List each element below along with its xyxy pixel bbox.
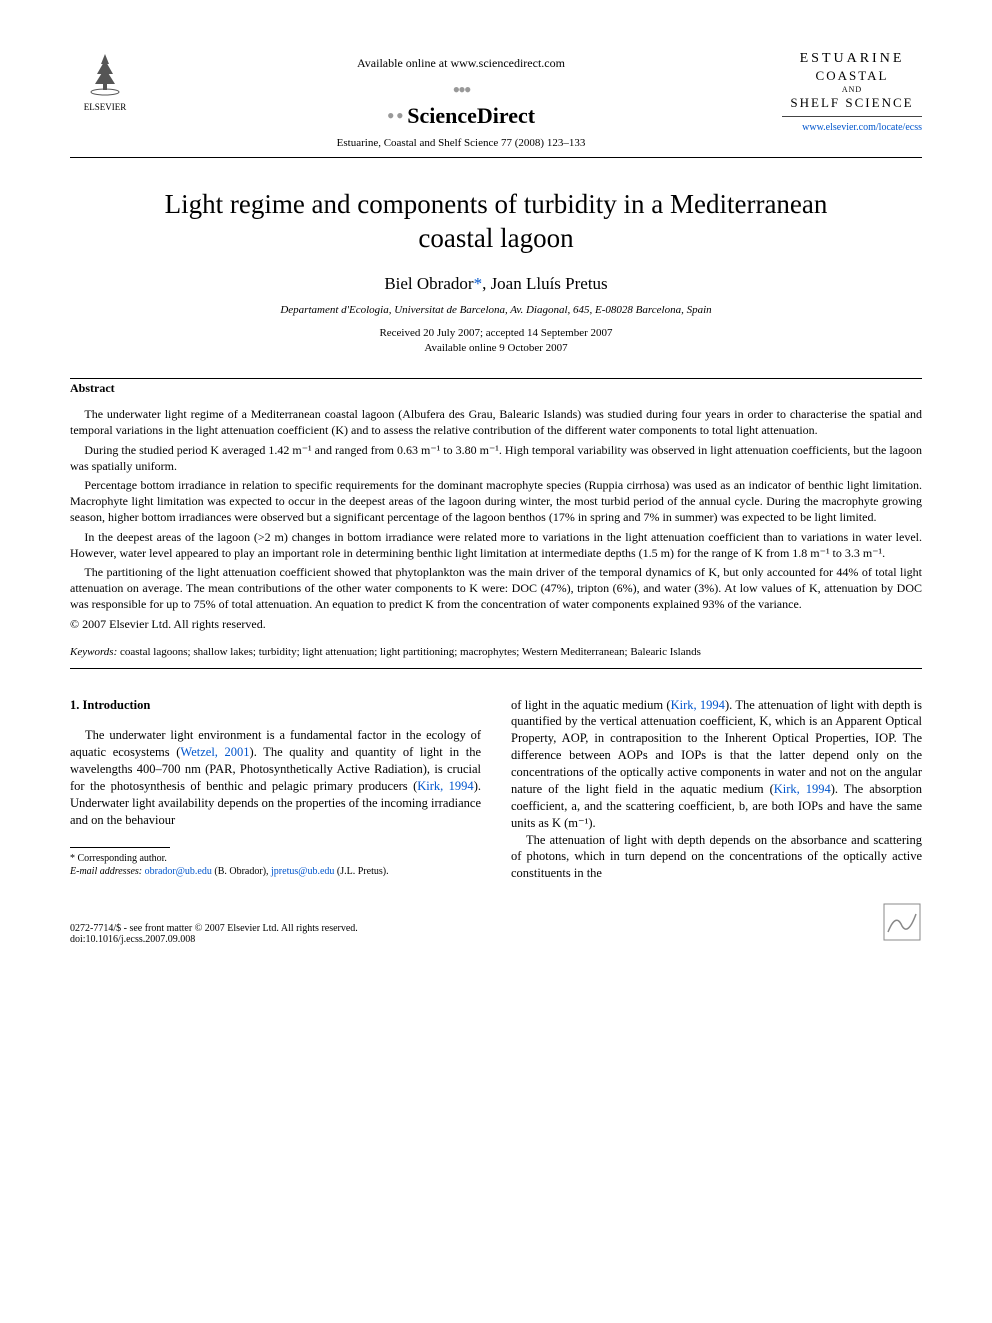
available-date: Available online 9 October 2007 bbox=[70, 341, 922, 356]
abstract-p2: During the studied period K averaged 1.4… bbox=[70, 442, 922, 474]
citation-link[interactable]: Kirk, 1994 bbox=[774, 782, 831, 796]
header-rule bbox=[70, 157, 922, 158]
email-link[interactable]: jpretus@ub.edu bbox=[271, 866, 334, 877]
email-name: (B. Obrador), bbox=[212, 866, 271, 877]
corresponding-author: * Corresponding author. bbox=[70, 852, 481, 866]
platform-name: ScienceDirect bbox=[407, 103, 535, 128]
abstract-p4: In the deepest areas of the lagoon (>2 m… bbox=[70, 529, 922, 561]
abstract-p5: The partitioning of the light attenuatio… bbox=[70, 564, 922, 613]
keywords: Keywords: coastal lagoons; shallow lakes… bbox=[70, 646, 922, 658]
journal-title-and: AND bbox=[782, 85, 922, 95]
body-columns: 1. Introduction The underwater light env… bbox=[70, 697, 922, 883]
journal-title-1: ESTUARINE bbox=[782, 50, 922, 68]
email-name: (J.L. Pretus). bbox=[334, 866, 388, 877]
citation-link[interactable]: Wetzel, 2001 bbox=[180, 745, 249, 759]
journal-reference: Estuarine, Coastal and Shelf Science 77 … bbox=[140, 137, 782, 149]
doi-text: doi:10.1016/j.ecss.2007.09.008 bbox=[70, 934, 358, 945]
header: ELSEVIER Available online at www.science… bbox=[70, 50, 922, 149]
email-link[interactable]: obrador@ub.edu bbox=[145, 866, 212, 877]
page-container: ELSEVIER Available online at www.science… bbox=[0, 0, 992, 985]
elsevier-tree-icon bbox=[70, 50, 140, 102]
available-online-text: Available online at www.sciencedirect.co… bbox=[140, 56, 782, 71]
article-title: Light regime and components of turbidity… bbox=[150, 188, 842, 256]
sciencedirect-logo: •••• • ScienceDirect bbox=[140, 77, 782, 129]
footnote: * Corresponding author. E-mail addresses… bbox=[70, 852, 481, 879]
publisher-name: ELSEVIER bbox=[70, 102, 140, 112]
journal-url-link[interactable]: www.elsevier.com/locate/ecss bbox=[782, 121, 922, 134]
footer-right-logo bbox=[882, 902, 922, 945]
publisher-logo: ELSEVIER bbox=[70, 50, 140, 112]
intro-p2: The attenuation of light with depth depe… bbox=[511, 832, 922, 883]
abstract-p1: The underwater light regime of a Mediter… bbox=[70, 406, 922, 438]
abstract-p3: Percentage bottom irradiance in relation… bbox=[70, 477, 922, 526]
abstract-rule-top bbox=[70, 378, 922, 379]
left-column: 1. Introduction The underwater light env… bbox=[70, 697, 481, 883]
footer: 0272-7714/$ - see front matter © 2007 El… bbox=[70, 902, 922, 945]
issn-text: 0272-7714/$ - see front matter © 2007 El… bbox=[70, 923, 358, 934]
text: of light in the aquatic medium ( bbox=[511, 698, 671, 712]
footer-left: 0272-7714/$ - see front matter © 2007 El… bbox=[70, 923, 358, 945]
journal-logo: ESTUARINE COASTAL AND SHELF SCIENCE www.… bbox=[782, 50, 922, 134]
intro-p1: The underwater light environment is a fu… bbox=[70, 727, 481, 828]
email-label: E-mail addresses: bbox=[70, 866, 142, 877]
keywords-label: Keywords: bbox=[70, 646, 117, 658]
abstract: Abstract The underwater light regime of … bbox=[70, 381, 922, 631]
abstract-heading: Abstract bbox=[70, 381, 922, 396]
email-line: E-mail addresses: obrador@ub.edu (B. Obr… bbox=[70, 865, 481, 879]
citation-link[interactable]: Kirk, 1994 bbox=[671, 698, 725, 712]
section-heading: 1. Introduction bbox=[70, 697, 481, 714]
article-dates: Received 20 July 2007; accepted 14 Septe… bbox=[70, 326, 922, 357]
affiliation: Departament d'Ecologia, Universitat de B… bbox=[70, 304, 922, 316]
received-date: Received 20 July 2007; accepted 14 Septe… bbox=[70, 326, 922, 341]
footnote-separator bbox=[70, 847, 170, 848]
citation-link[interactable]: Kirk, 1994 bbox=[417, 779, 473, 793]
header-center: Available online at www.sciencedirect.co… bbox=[140, 50, 782, 149]
right-column: of light in the aquatic medium (Kirk, 19… bbox=[511, 697, 922, 883]
journal-title-2: COASTAL bbox=[782, 68, 922, 85]
copyright: © 2007 Elsevier Ltd. All rights reserved… bbox=[70, 617, 922, 632]
keywords-rule bbox=[70, 668, 922, 669]
keywords-text: coastal lagoons; shallow lakes; turbidit… bbox=[117, 646, 701, 658]
journal-cover-icon bbox=[882, 902, 922, 942]
intro-p1-cont: of light in the aquatic medium (Kirk, 19… bbox=[511, 697, 922, 832]
authors: Biel Obrador*, Joan Lluís Pretus bbox=[70, 274, 922, 294]
journal-title-3: SHELF SCIENCE bbox=[782, 95, 922, 112]
